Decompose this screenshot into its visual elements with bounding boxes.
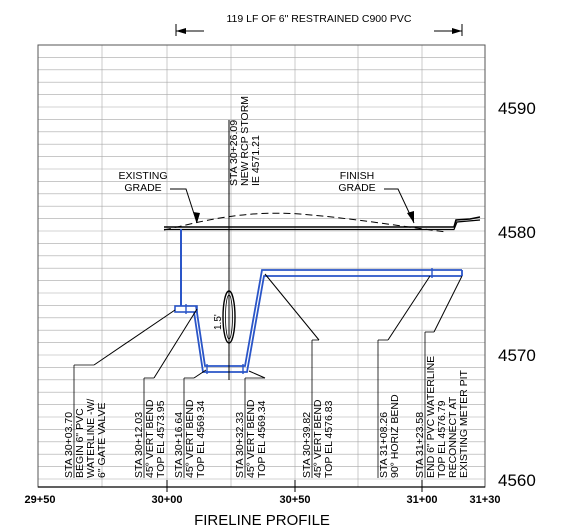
note-3039-line-3: TOP EL 4576.83 xyxy=(323,400,335,478)
note-3123-line-3: TOP EL 4576.79 xyxy=(436,400,448,478)
finish-grade-label-2: GRADE xyxy=(338,182,375,194)
note-3003-line-2: BEGIN 6" PVC xyxy=(74,408,86,478)
note-3039-line-1: STA 30+39.82 xyxy=(301,412,313,478)
existing-grade-callout: EXISTING GRADE xyxy=(118,170,200,224)
storm-pipe-crossing: 1.5' xyxy=(213,120,236,380)
note-3016-line-2: 45° VERT BEND xyxy=(184,399,196,478)
station-label-2950: 29+50 xyxy=(25,494,56,506)
finish-grade-callout: FINISH GRADE xyxy=(338,170,415,224)
existing-grade-label-2: GRADE xyxy=(124,182,161,194)
note-3012-line-3: TOP EL 4573.95 xyxy=(155,400,167,478)
note-3016-line-1: STA 30+16.64 xyxy=(173,412,185,478)
elevation-label-4570: 4570 xyxy=(498,346,536,365)
note-3123-line-1: STA 31+23.58 xyxy=(414,412,426,478)
waterline-pipe xyxy=(174,229,463,374)
note-3108-line-2: 90° HORIZ BEND xyxy=(389,394,401,478)
note-3032-line-2: 45° VERT BEND xyxy=(245,399,257,478)
note-3123-line-4: RECONNECT AT xyxy=(447,396,459,478)
elevation-label-4560: 4560 xyxy=(498,471,536,490)
note-leaders xyxy=(93,273,463,379)
station-label-3130: 31+30 xyxy=(470,494,501,506)
station-label-3000: 30+00 xyxy=(152,494,183,506)
station-notes: STA 30+03.70 BEGIN 6" PVC WATERLINE -W/ … xyxy=(63,331,470,478)
note-3032-line-1: STA 30+32.33 xyxy=(234,412,246,478)
note-3123-line-2: END 6" PVC WATERLINE xyxy=(425,356,437,478)
finish-grade-label-1: FINISH xyxy=(340,170,374,182)
elevation-label-4590: 4590 xyxy=(498,99,536,118)
note-3039-line-2: 45° VERT BEND xyxy=(312,399,324,478)
finish-grade-line xyxy=(164,216,481,231)
station-label-3050: 30+50 xyxy=(280,494,311,506)
storm-callout: STA 30+26.09 NEW RCP STORM IE 4571.21 xyxy=(228,96,262,186)
note-3123-line-5: EXISTING METER PIT xyxy=(458,369,470,478)
note-3003-line-1: STA 30+03.70 xyxy=(63,412,75,478)
top-dimension: 119 LF OF 6" RESTRAINED C900 PVC xyxy=(175,13,463,36)
existing-grade-label-1: EXISTING xyxy=(118,170,167,182)
note-3003-line-4: 6" GATE VALVE xyxy=(96,402,108,478)
note-3003-line-3: WATERLINE -W/ xyxy=(85,399,97,478)
station-label-3100: 31+00 xyxy=(407,494,438,506)
note-3012-line-2: 45° VERT BEND xyxy=(144,399,156,478)
note-3108-line-1: STA 31+08.26 xyxy=(378,412,390,478)
note-3012-line-1: STA 30+12.03 xyxy=(133,412,145,478)
profile-grid xyxy=(38,45,485,487)
storm-callout-line-3: IE 4571.21 xyxy=(250,135,262,186)
note-3016-line-3: TOP EL 4569.34 xyxy=(195,400,207,478)
storm-callout-line-2: NEW RCP STORM xyxy=(239,96,251,186)
elevation-label-4580: 4580 xyxy=(498,223,536,242)
clearance-label: 1.5' xyxy=(213,314,224,330)
top-dimension-text: 119 LF OF 6" RESTRAINED C900 PVC xyxy=(226,13,411,25)
elevation-labels: 4590 4580 4570 4560 xyxy=(498,99,536,490)
drawing-title: FIRELINE PROFILE xyxy=(194,512,330,529)
note-3032-line-3: TOP EL 4569.34 xyxy=(256,400,268,478)
station-labels: 29+50 30+00 30+50 31+00 31+30 xyxy=(25,480,501,506)
storm-callout-line-1: STA 30+26.09 xyxy=(228,120,240,186)
